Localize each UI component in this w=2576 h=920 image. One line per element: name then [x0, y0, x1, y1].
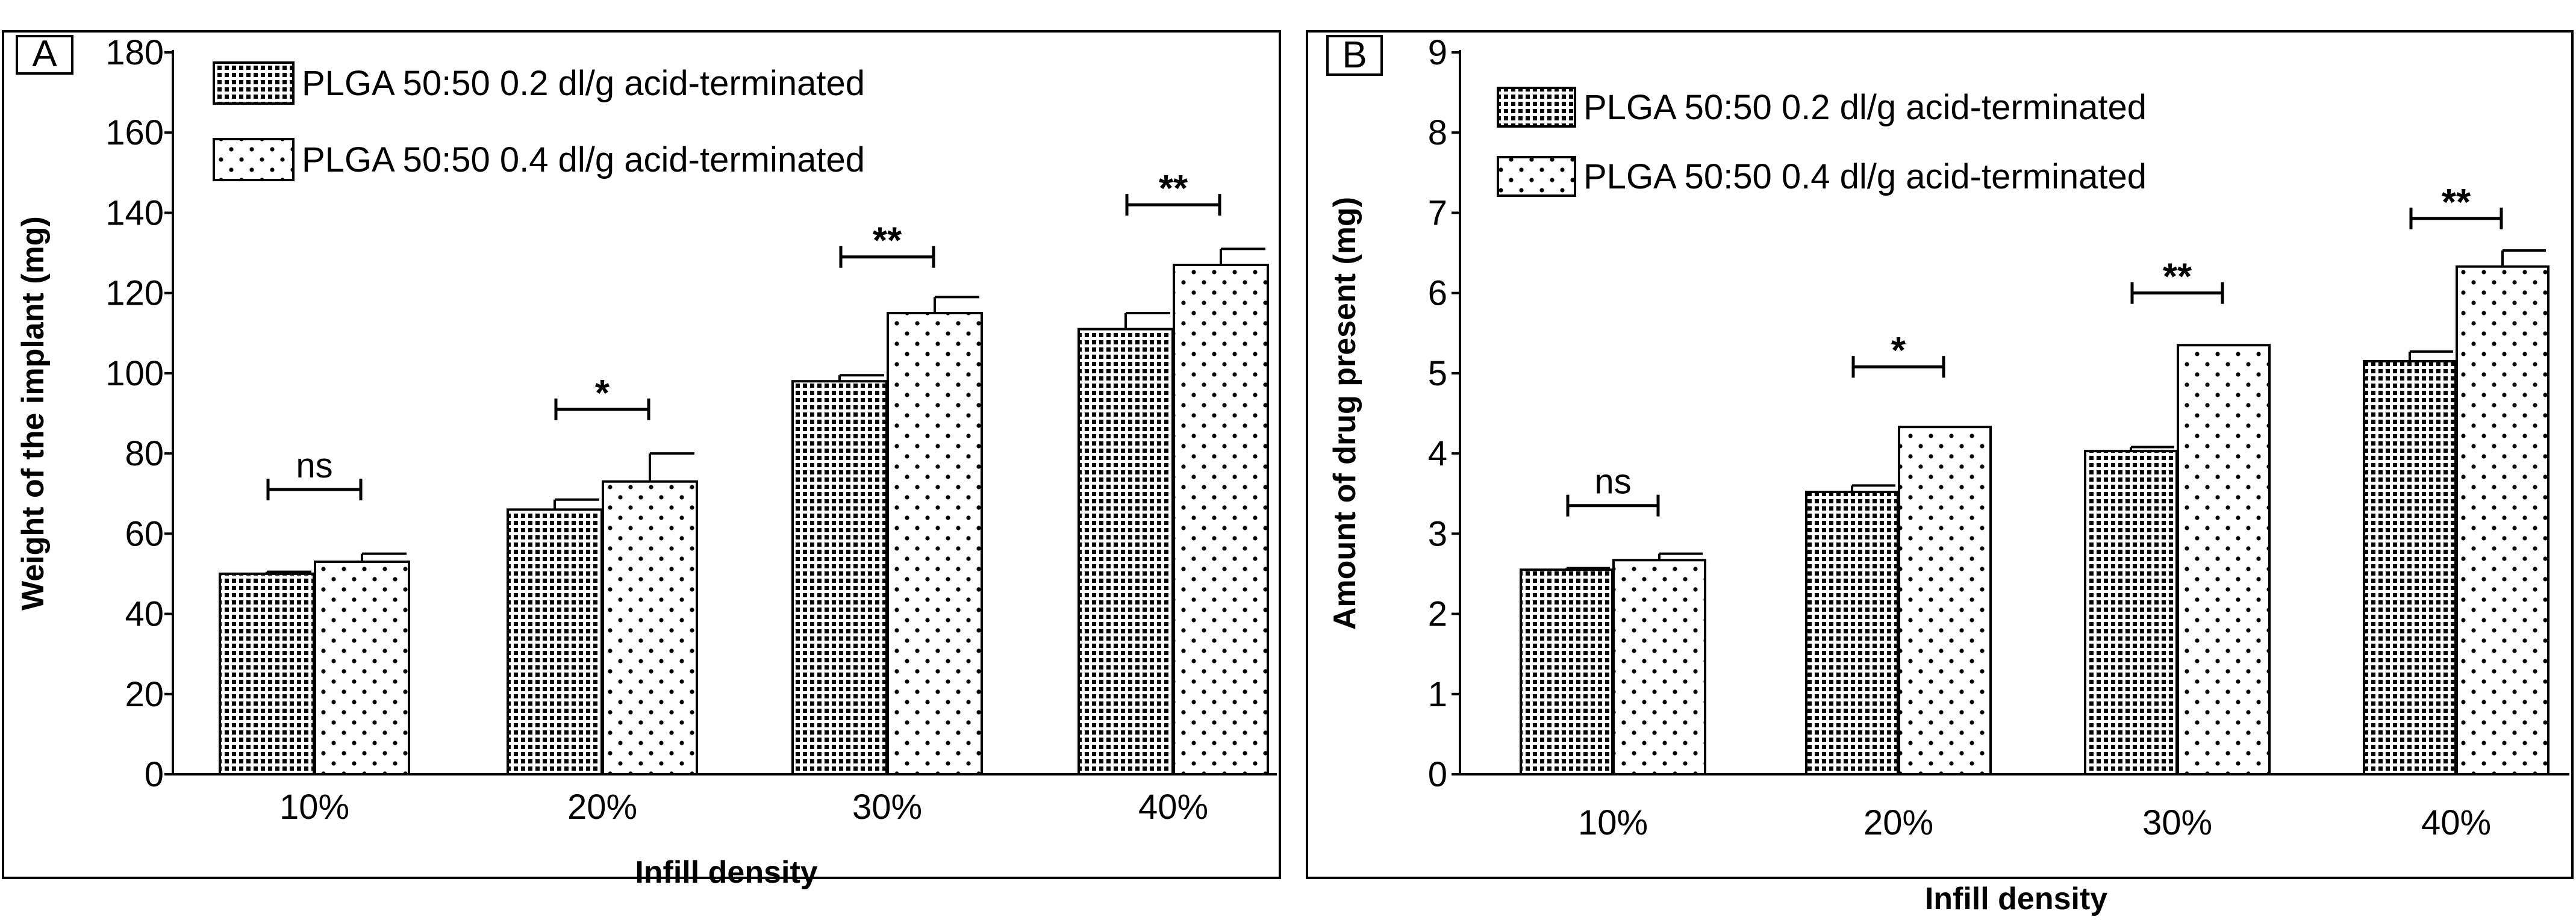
legend-swatch	[1497, 87, 1576, 128]
bar	[2177, 344, 2271, 775]
panel-label-box	[16, 35, 73, 75]
bar	[1520, 568, 1614, 775]
y-tick-label: 9	[1428, 33, 1447, 72]
y-tick-label: 80	[125, 434, 164, 473]
bar	[314, 560, 410, 775]
legend-label: PLGA 50:50 0.2 dl/g acid-terminated	[302, 64, 865, 103]
x-tick-label: 30%	[2142, 803, 2212, 842]
significance-label: *	[595, 373, 610, 414]
chart-panel-a: A 0 20 40 60 80 100 120 140 160 180 Weight of the i…	[2, 30, 1281, 890]
x-tick-label: 40%	[1138, 788, 1208, 827]
panel-label: A	[32, 33, 57, 75]
y-tick-label: 5	[1428, 354, 1447, 393]
panel-label-box	[1326, 35, 1383, 76]
y-axis-label: Amount of drug present (mg)	[1327, 197, 1362, 630]
y-tick-label: 3	[1428, 514, 1447, 553]
y-tick-label: 60	[125, 514, 164, 553]
x-axis-label: Infill density	[1925, 881, 2107, 916]
y-tick-label: 0	[145, 755, 164, 794]
legend-swatch	[213, 61, 295, 105]
bar	[791, 380, 888, 775]
bar	[1898, 426, 1992, 775]
x-tick-label: 20%	[567, 788, 637, 827]
y-tick-label: 6	[1428, 274, 1447, 313]
chart-panel-b: B 0 1 2 3 4 5 6 7 8 9 Amount of drug present (mg) In…	[1306, 30, 2574, 916]
x-tick-label: 40%	[2421, 803, 2491, 842]
bar	[887, 311, 983, 775]
y-tick-label: 100	[105, 354, 164, 393]
y-tick-label: 160	[105, 113, 164, 152]
bar	[2456, 265, 2549, 776]
bar	[602, 480, 698, 775]
bar	[2084, 450, 2178, 775]
y-tick-label: 4	[1428, 434, 1447, 473]
legend-swatch	[1497, 156, 1576, 197]
panel-frame	[1306, 30, 2574, 879]
x-axis-label: Infill density	[635, 855, 817, 890]
bar	[2363, 359, 2457, 775]
y-tick-label: 2	[1428, 595, 1447, 634]
significance-label: ns	[1594, 462, 1631, 502]
x-tick-label: 10%	[279, 788, 349, 827]
bar	[507, 508, 603, 775]
x-tick-label: 30%	[852, 788, 922, 827]
bar	[219, 572, 315, 775]
legend-label: PLGA 50:50 0.4 dl/g acid-terminated	[1583, 157, 2147, 196]
legend-label: PLGA 50:50 0.2 dl/g acid-terminated	[1583, 88, 2147, 127]
significance-label: ns	[296, 446, 332, 485]
significance-label: *	[1891, 330, 1906, 371]
y-tick-label: 7	[1428, 193, 1447, 232]
y-tick-label: 8	[1428, 113, 1447, 152]
panel-label: B	[1342, 34, 1367, 76]
significance-label: **	[873, 220, 902, 262]
y-tick-label: 140	[105, 193, 164, 232]
x-tick-label: 10%	[1578, 803, 1648, 842]
y-tick-label: 0	[1428, 755, 1447, 794]
legend-label: PLGA 50:50 0.4 dl/g acid-terminated	[302, 140, 865, 179]
bar	[1077, 328, 1174, 775]
legend-swatch	[213, 138, 295, 181]
y-tick-label: 120	[105, 274, 164, 313]
x-tick-label: 20%	[1863, 803, 1933, 842]
y-tick-label: 40	[125, 595, 164, 634]
significance-label: **	[2442, 182, 2471, 223]
bar	[1173, 264, 1269, 775]
y-axis-label: Weight of the implant (mg)	[16, 216, 51, 611]
bar	[1612, 559, 1706, 776]
bar	[1805, 491, 1899, 776]
y-tick-label: 180	[105, 33, 164, 72]
panel-frame	[2, 30, 1281, 879]
y-tick-label: 1	[1428, 675, 1447, 714]
y-tick-label: 20	[125, 675, 164, 714]
significance-label: **	[1159, 168, 1188, 210]
significance-label: **	[2163, 256, 2192, 298]
